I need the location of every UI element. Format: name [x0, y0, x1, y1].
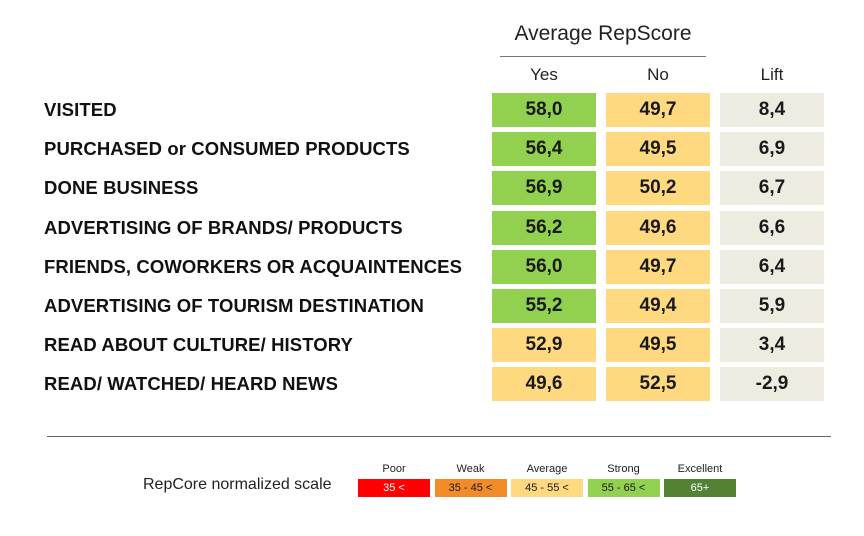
value-cell-yes: 56,4: [492, 132, 596, 167]
row-label: PURCHASED or CONSUMED PRODUCTS: [44, 138, 410, 160]
row-label: ADVERTISING OF TOURISM DESTINATION: [44, 295, 424, 316]
column-header-yes: Yes: [530, 65, 558, 84]
value-cell-no: 49,5: [606, 132, 710, 167]
value-cell-yes: 56,2: [492, 210, 596, 245]
row-label: READ/ WATCHED/ HEARD NEWS: [44, 373, 339, 395]
group-underline: [500, 56, 706, 57]
value-cell-lift: 6,4: [720, 249, 824, 284]
value-cell-yes: 56,0: [492, 249, 596, 284]
legend-label-strong: Strong: [607, 463, 640, 475]
value-cell-lift: 5,9: [720, 289, 824, 323]
value-cell-yes: 58,0: [492, 93, 596, 127]
value-cell-yes: 56,9: [492, 171, 596, 206]
value-cell-lift: 6,9: [720, 132, 824, 167]
value-cell-lift: 6,6: [720, 210, 824, 245]
value-cell-no: 49,7: [606, 93, 710, 127]
legend-label-weak: Weak: [456, 463, 485, 475]
legend-label-excellent: Excellent: [677, 463, 723, 475]
value-cell-no: 49,5: [606, 328, 710, 363]
legend-title: RepCore normalized scale: [143, 476, 332, 493]
divider-line: [47, 436, 831, 437]
group-title: Average RepScore: [514, 22, 692, 45]
legend-swatch-excellent: 65+: [664, 479, 736, 497]
row-label: READ ABOUT CULTURE/ HISTORY: [44, 334, 353, 356]
legend-swatch-average: 45 - 55 <: [511, 479, 583, 497]
value-cell-lift: 8,4: [720, 93, 824, 127]
row-label: ADVERTISING OF BRANDS/ PRODUCTS: [44, 216, 403, 238]
value-cell-no: 49,6: [606, 210, 710, 245]
legend-swatch-weak: 35 - 45 <: [434, 479, 507, 497]
value-cell-lift: -2,9: [720, 367, 824, 402]
value-cell-no: 52,5: [606, 367, 710, 402]
legend-label-poor: Poor: [382, 463, 406, 475]
row-label: FRIENDS, COWORKERS OR ACQUAINTENCES: [44, 255, 463, 277]
value-cell-no: 50,2: [606, 171, 710, 206]
value-cell-lift: 6,7: [720, 171, 824, 206]
value-cell-yes: 55,2: [492, 289, 596, 323]
row-label: VISITED: [44, 99, 117, 120]
legend-swatch-poor: 35 <: [358, 479, 430, 497]
column-header-no: No: [647, 65, 669, 84]
legend-swatch-strong: 55 - 65 <: [587, 479, 660, 497]
value-cell-lift: 3,4: [720, 328, 824, 363]
value-cell-no: 49,7: [606, 249, 710, 284]
column-header-lift: Lift: [760, 65, 784, 84]
value-cell-yes: 52,9: [492, 328, 596, 363]
value-cell-yes: 49,6: [492, 367, 596, 402]
legend-label-average: Average: [526, 463, 568, 475]
row-label: DONE BUSINESS: [44, 177, 199, 199]
value-cell-no: 49,4: [606, 289, 710, 323]
